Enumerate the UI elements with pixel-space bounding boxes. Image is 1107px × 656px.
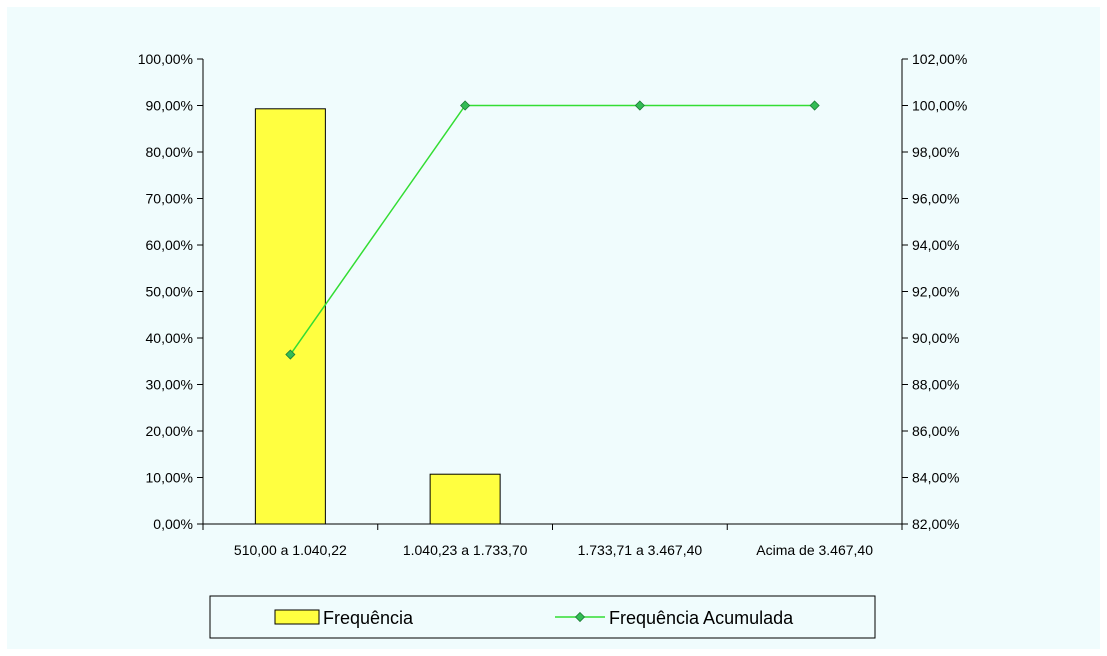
y-right-tick-label: 98,00% <box>912 144 959 160</box>
x-tick-label: 1.040,23 a 1.733,70 <box>403 542 528 558</box>
y-left-tick-label: 40,00% <box>146 330 193 346</box>
y-right-tick-label: 88,00% <box>912 377 959 393</box>
line-point <box>460 100 471 111</box>
y-left-tick-label: 70,00% <box>146 191 193 207</box>
legend-swatch-marker <box>574 611 586 623</box>
bars-layer <box>254 108 501 525</box>
y-left-tick-label: 50,00% <box>146 284 193 300</box>
legend-swatch-bar <box>274 609 320 625</box>
legend-box <box>209 595 876 639</box>
y-left-tick-label: 0,00% <box>153 516 193 532</box>
line-point <box>634 100 645 111</box>
line-layer <box>285 100 820 360</box>
y-right-tick-label: 90,00% <box>912 330 959 346</box>
x-tick-label: 510,00 a 1.040,22 <box>234 542 347 558</box>
y-left-tick-label: 80,00% <box>146 144 193 160</box>
y-left-tick-label: 30,00% <box>146 377 193 393</box>
cumulative-line <box>289 104 815 355</box>
y-right-tick-label: 94,00% <box>912 237 959 253</box>
bar <box>254 108 326 525</box>
y-right-tick-label: 92,00% <box>912 284 959 300</box>
axes-layer: 0,00% 10,00% 20,00% 30,00% 40,00% 50,00% 60,00… <box>138 51 968 558</box>
y-left-tick-label: 90,00% <box>146 98 193 114</box>
x-tick-label: Acima de 3.467,40 <box>756 542 873 558</box>
y-left-tick-label: 20,00% <box>146 423 193 439</box>
y-right-tick-label: 96,00% <box>912 191 959 207</box>
legend-label-frequencia: Frequência <box>323 608 414 628</box>
x-tick-label: 1.733,71 a 3.467,40 <box>578 542 703 558</box>
y-left-tick-label: 100,00% <box>138 51 193 67</box>
y-left-tick-label: 60,00% <box>146 237 193 253</box>
chart-svg: 0,00% 10,00% 20,00% 30,00% 40,00% 50,00% 60,00… <box>138 51 968 639</box>
legend: Frequência Frequência Acumulada <box>209 595 876 639</box>
y-left-tick-label: 10,00% <box>146 470 193 486</box>
line-point <box>809 100 820 111</box>
y-right-tick-label: 86,00% <box>912 423 959 439</box>
y-right-tick-label: 84,00% <box>912 470 959 486</box>
legend-label-acumulada: Frequência Acumulada <box>609 608 794 628</box>
line-point <box>285 349 296 360</box>
y-right-tick-label: 82,00% <box>912 516 959 532</box>
y-right-tick-label: 100,00% <box>912 98 967 114</box>
y-right-tick-label: 102,00% <box>912 51 967 67</box>
chart-area: 0,00% 10,00% 20,00% 30,00% 40,00% 50,00% 60,00… <box>7 7 1100 649</box>
bar <box>429 473 501 525</box>
